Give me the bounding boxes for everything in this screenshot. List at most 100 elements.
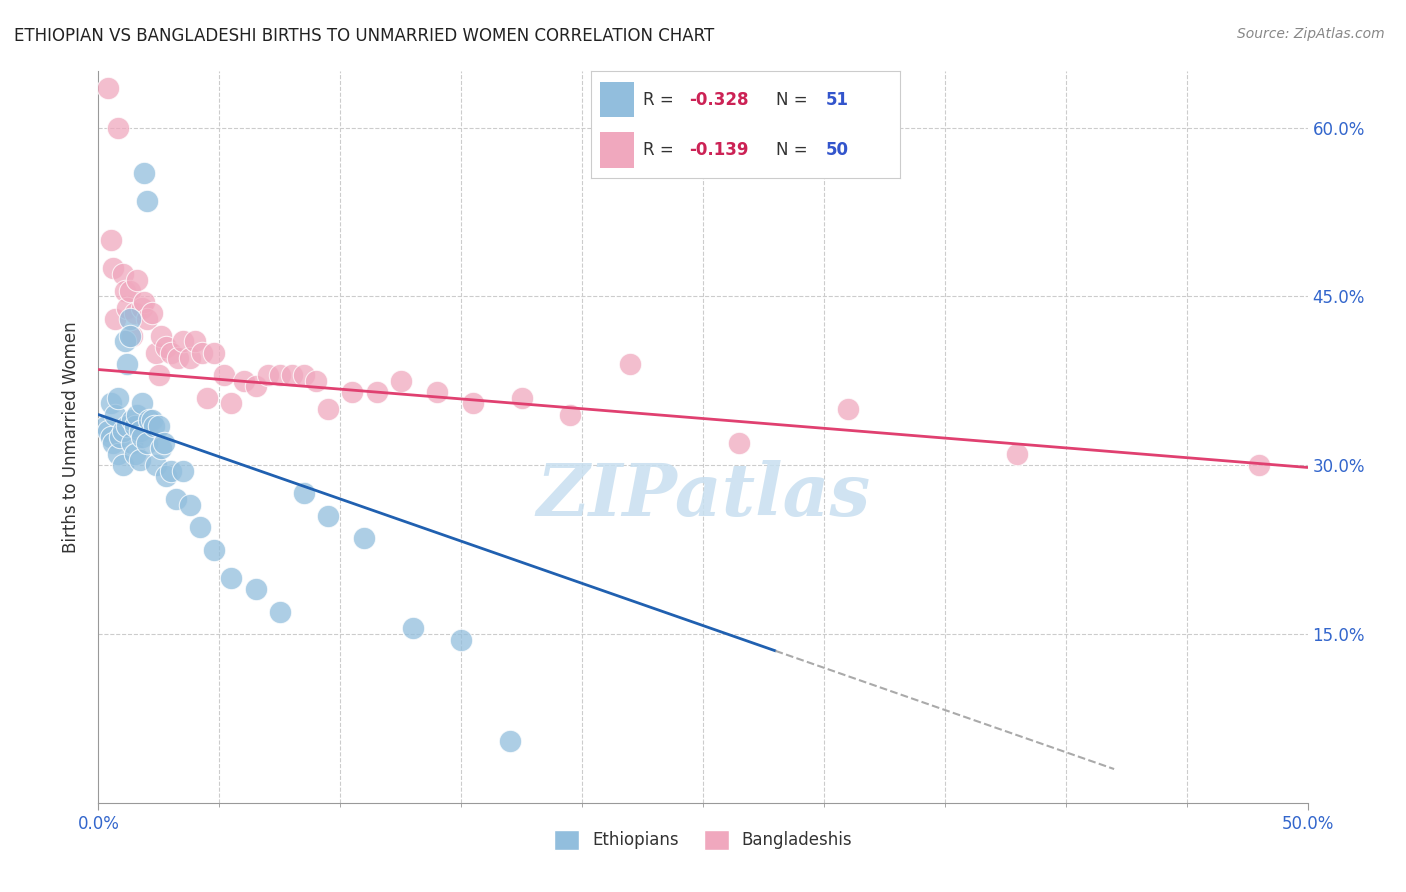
Point (155, 340, 177, 354)
Point (124, 447, 146, 461)
Point (353, 532, 375, 546)
Point (204, 345, 226, 359)
Point (118, 312, 141, 326)
Point (366, 385, 388, 400)
Point (135, 194, 157, 208)
Point (155, 469, 177, 483)
Bar (600, 132, 634, 168)
Point (245, 582, 267, 596)
Text: ZIPatlas: ZIPatlas (536, 460, 870, 531)
Point (221, 396, 243, 410)
Point (121, 328, 143, 343)
Point (152, 435, 174, 450)
Point (111, 425, 134, 439)
Text: 50: 50 (825, 141, 849, 159)
Point (131, 430, 153, 444)
Text: 51: 51 (825, 91, 849, 109)
Point (124, 418, 146, 433)
Point (450, 632, 472, 647)
Point (148, 418, 170, 433)
Bar (600, 82, 634, 118)
Point (145, 345, 167, 359)
Point (117, 418, 139, 433)
Point (111, 267, 134, 281)
Point (402, 621, 425, 635)
Point (107, 447, 129, 461)
Text: -0.328: -0.328 (689, 91, 749, 109)
Point (111, 458, 134, 473)
Point (101, 435, 124, 450)
Point (232, 374, 254, 388)
Point (728, 435, 751, 450)
Point (138, 413, 160, 427)
Text: -0.139: -0.139 (689, 141, 749, 159)
Point (121, 413, 143, 427)
Point (184, 334, 207, 349)
Point (107, 391, 129, 405)
Point (131, 396, 153, 410)
Point (558, 408, 581, 422)
Point (292, 368, 315, 383)
Point (104, 408, 127, 422)
Point (100, 430, 122, 444)
Point (256, 368, 278, 383)
Point (316, 401, 339, 416)
Point (172, 334, 194, 349)
Point (426, 385, 449, 400)
Point (100, 396, 122, 410)
Point (97, 425, 120, 439)
Y-axis label: Births to Unmarried Women: Births to Unmarried Women (62, 321, 80, 553)
Text: N =: N = (776, 91, 813, 109)
Point (179, 351, 201, 366)
Point (128, 452, 150, 467)
Text: Source: ZipAtlas.com: Source: ZipAtlas.com (1237, 27, 1385, 41)
Point (118, 328, 141, 343)
Point (127, 408, 149, 422)
Point (1007, 447, 1029, 461)
Point (118, 284, 141, 298)
Point (221, 571, 243, 585)
Point (389, 374, 412, 388)
Point (160, 345, 183, 359)
Point (269, 368, 291, 383)
Point (141, 306, 163, 320)
Text: N =: N = (776, 141, 813, 159)
Point (135, 435, 157, 450)
Point (619, 357, 641, 371)
Point (150, 442, 173, 456)
Point (107, 120, 129, 135)
Point (212, 368, 235, 383)
Point (188, 520, 211, 534)
Point (104, 312, 127, 326)
Point (114, 284, 136, 298)
Point (172, 464, 194, 478)
Point (498, 734, 520, 748)
Point (117, 301, 139, 315)
Legend: Ethiopians, Bangladeshis: Ethiopians, Bangladeshis (547, 823, 859, 856)
Point (305, 374, 328, 388)
Point (124, 306, 146, 320)
Point (135, 312, 157, 326)
Point (134, 166, 156, 180)
Point (204, 542, 226, 557)
Point (269, 605, 291, 619)
Point (117, 357, 139, 371)
Point (97, 81, 120, 95)
Point (160, 464, 183, 478)
Point (463, 396, 485, 410)
Text: R =: R = (643, 141, 679, 159)
Point (165, 491, 187, 506)
Point (127, 272, 149, 286)
Point (510, 391, 533, 405)
Text: R =: R = (643, 91, 679, 109)
Point (94, 418, 117, 433)
Point (134, 295, 156, 310)
Point (131, 301, 153, 315)
Point (143, 418, 166, 433)
Point (195, 391, 218, 405)
Point (128, 425, 150, 439)
Point (141, 413, 163, 427)
Point (245, 379, 267, 393)
Point (101, 261, 124, 276)
Point (121, 435, 143, 450)
